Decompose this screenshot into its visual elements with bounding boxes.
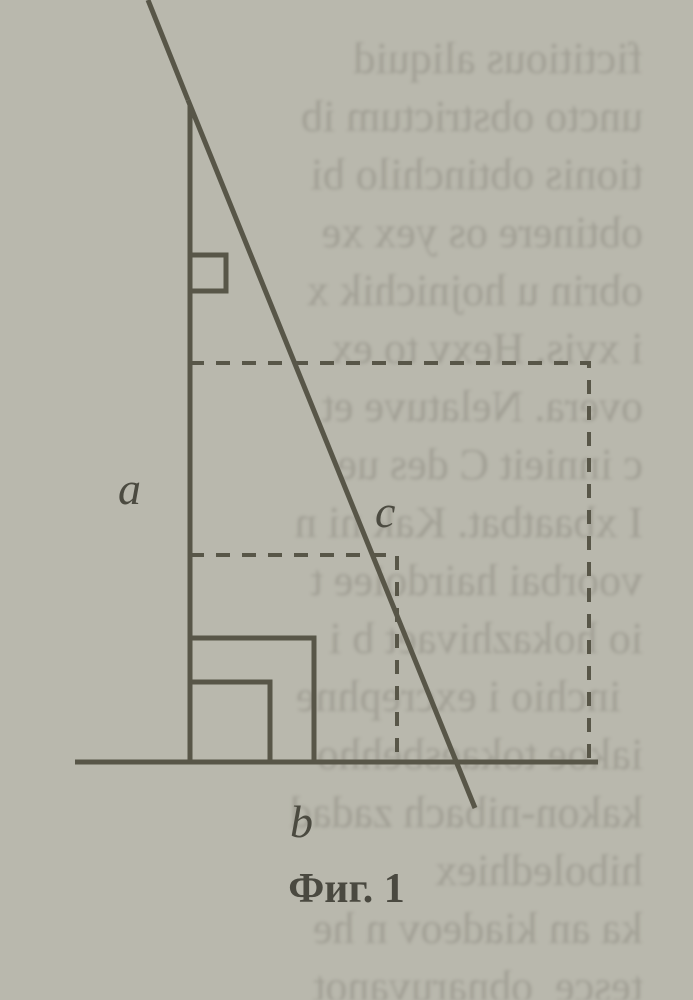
axis-lines: [75, 0, 598, 808]
geometry-figure: [0, 0, 693, 1000]
dashed-rects: [190, 363, 589, 762]
solid-rects: [190, 255, 314, 762]
figure-caption: Фиг. 1: [0, 865, 693, 913]
